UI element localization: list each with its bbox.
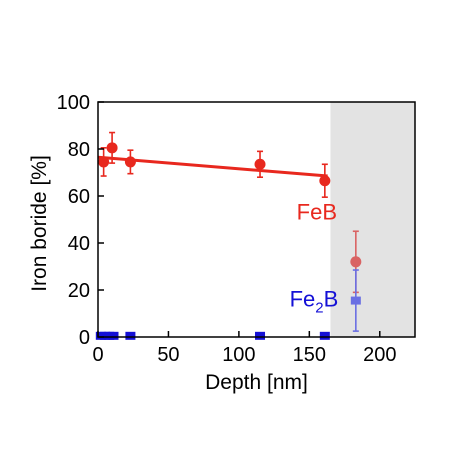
y-tick-label: 80 (68, 139, 90, 161)
y-tick-label: 20 (68, 280, 90, 302)
x-axis-title: Depth [nm] (205, 371, 308, 394)
x-tick-label: 50 (157, 344, 179, 366)
ticks-layer: 0 50 100 150 200 0 20 40 60 80 100 (57, 92, 397, 366)
data-point-fe2b (108, 331, 119, 340)
plot-frame (97, 101, 416, 338)
data-point-fe2b (125, 331, 136, 340)
series-label-fe2b-tail: B (324, 286, 339, 311)
data-point-feb (350, 256, 362, 268)
y-tick-label: 100 (57, 92, 90, 114)
x-tick-label: 150 (293, 344, 326, 366)
series-label-fe2b-main: Fe (290, 286, 316, 311)
trendline-layer (97, 155, 328, 178)
series-label-feb: FeB (297, 200, 337, 225)
data-point-fe2b (319, 331, 330, 340)
shaded-region-layer (330, 102, 415, 337)
series-label-fe2b: Fe2B (290, 286, 339, 316)
shaded-region (330, 102, 415, 337)
data-point-feb (98, 156, 110, 168)
y-tick-label: 40 (68, 233, 90, 255)
data-point-feb (319, 175, 331, 187)
data-point-feb (106, 142, 118, 154)
data-point-fe2b (255, 331, 266, 340)
x-tick-label: 200 (363, 344, 396, 366)
y-tick-label: 60 (68, 186, 90, 208)
x-tick-label: 100 (222, 344, 255, 366)
data-points-layer (95, 131, 362, 340)
data-point-feb (254, 158, 266, 170)
y-tick-label: 0 (79, 327, 90, 349)
axes (97, 101, 416, 338)
x-tick-label: 0 (92, 344, 103, 366)
data-point-feb (124, 156, 136, 168)
series-label-fe2b-sub: 2 (315, 299, 323, 316)
data-point-fe2b (350, 296, 361, 305)
trendline-feb (97, 155, 328, 178)
y-axis-title: Iron boride [%] (28, 155, 51, 292)
